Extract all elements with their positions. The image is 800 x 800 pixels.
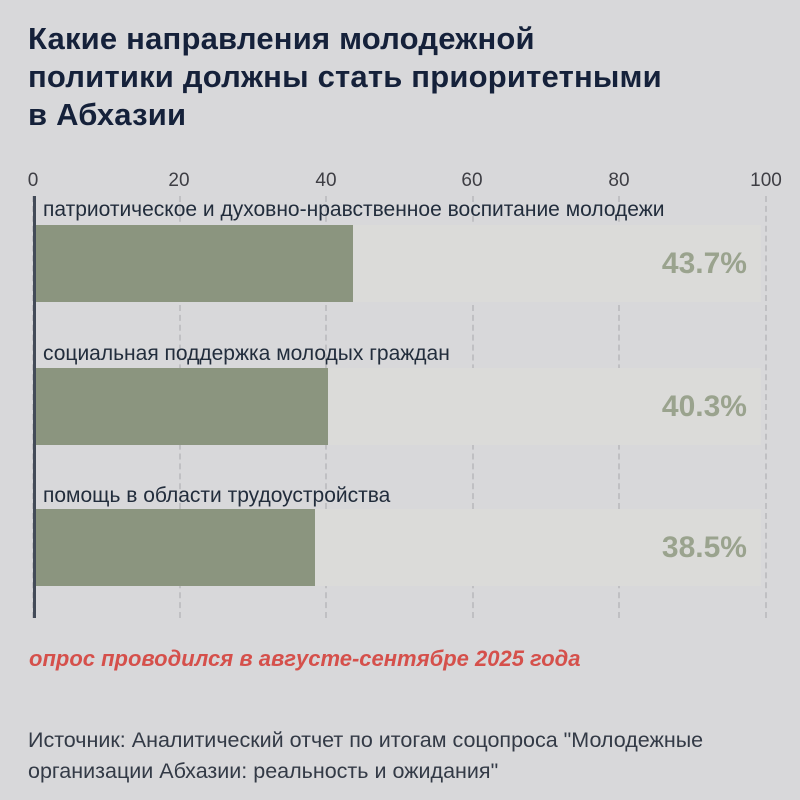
x-axis-tick-60: 60 <box>461 170 483 191</box>
bar-fill <box>36 509 316 586</box>
x-axis-tick-100: 100 <box>750 170 782 191</box>
bar-track: 38.5% <box>36 509 761 586</box>
bar-category-label: социальная поддержка молодых граждан <box>43 342 450 365</box>
source-attribution: Источник: Аналитический отчет по итогам … <box>28 728 704 783</box>
x-axis-tick-80: 80 <box>608 170 630 191</box>
bar-track: 40.3% <box>36 368 761 445</box>
x-axis-tick-0: 0 <box>27 170 39 191</box>
x-axis-tick-20: 20 <box>168 170 190 191</box>
bar-fill <box>36 368 329 445</box>
bar-value-label: 38.5% <box>661 531 747 564</box>
bar-value-label: 40.3% <box>661 390 747 423</box>
bar-category-label: патриотическое и духовно-нравственное во… <box>43 198 665 221</box>
bar-fill <box>36 225 353 302</box>
bar-chart-plot-area: патриотическое и духовно-нравственное во… <box>32 196 767 618</box>
survey-period-note: опрос проводился в августе-сентябре 2025… <box>29 646 581 671</box>
bar-track: 43.7% <box>36 225 761 302</box>
gridline-100 <box>765 196 767 618</box>
bar-value-label: 43.7% <box>661 247 747 280</box>
chart-title: Какие направления молодежной политики до… <box>28 21 662 132</box>
y-axis-line <box>33 196 36 618</box>
bar-category-label: помощь в области трудоустройства <box>43 484 391 507</box>
x-axis-tick-40: 40 <box>315 170 337 191</box>
